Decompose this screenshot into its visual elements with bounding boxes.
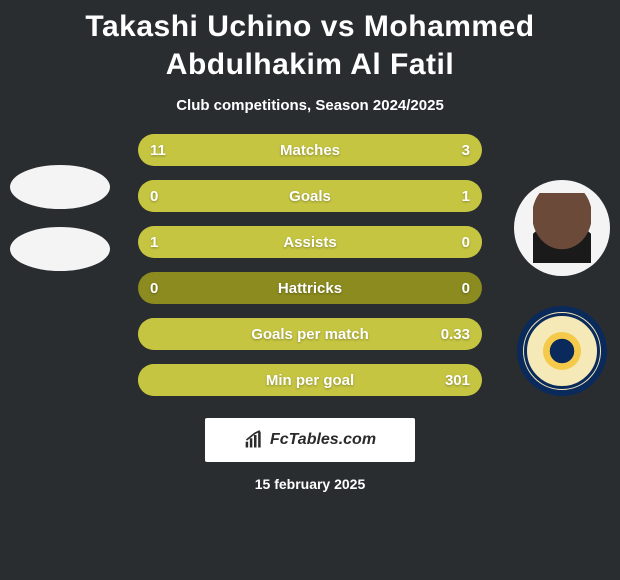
right-player-avatar [514,180,610,276]
brand-text: FcTables.com [270,431,376,449]
bar-label: Goals per match [138,326,482,343]
left-player-column [10,165,110,271]
left-player-avatar [10,165,110,209]
bar-label: Goals [138,188,482,205]
subtitle: Club competitions, Season 2024/2025 [0,97,620,114]
bar-label: Hattricks [138,280,482,297]
stat-bar: 301Min per goal [138,364,482,396]
stat-bar: 00Hattricks [138,272,482,304]
bar-label: Matches [138,142,482,159]
stat-bar: 0.33Goals per match [138,318,482,350]
date: 15 february 2025 [0,476,620,492]
page-title: Takashi Uchino vs Mohammed Abdulhakim Al… [0,0,620,87]
brand-box: FcTables.com [205,418,415,462]
stat-bar: 01Goals [138,180,482,212]
right-club-crest [517,306,607,396]
right-player-column [514,180,610,396]
stats-bars: 113Matches 01Goals 10Assists 00Hattricks 0.3… [138,134,482,396]
bar-label: Min per goal [138,372,482,389]
bar-label: Assists [138,234,482,251]
stat-bar: 10Assists [138,226,482,258]
left-club-crest [10,227,110,271]
crest-inner-icon [543,332,581,370]
chart-icon [244,430,264,450]
stat-bar: 113Matches [138,134,482,166]
